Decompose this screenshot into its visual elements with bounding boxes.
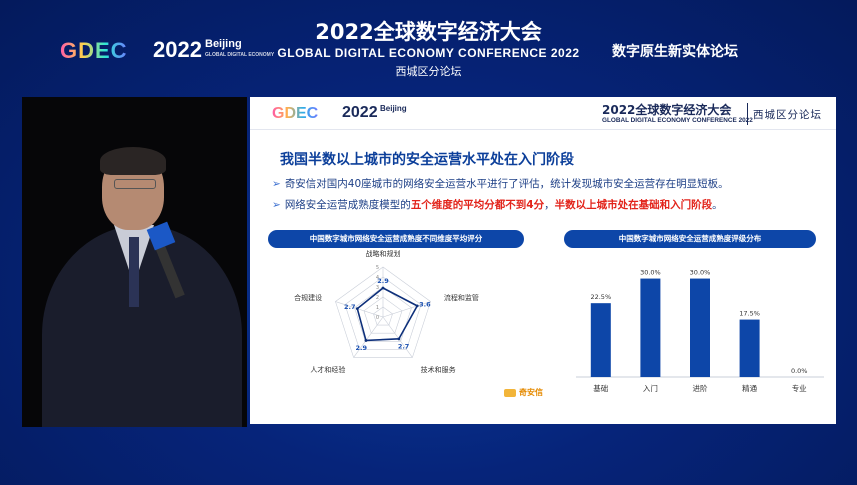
bullet-item: ➢ 奇安信对国内40座城市的网络安全运营水平进行了评估，统计发现城市安全运营存在明…: [272, 176, 729, 191]
bar: [640, 278, 661, 377]
bullet-highlight: 半数以上城市处在基础和入门阶段: [554, 199, 713, 211]
radar-point: [381, 286, 385, 290]
slide-year-logo: 2022 Beijing: [342, 104, 407, 122]
radar-grid-ring: [363, 296, 403, 334]
radar-scale-tick: 3: [376, 285, 379, 291]
bar-category-label: 入门: [643, 384, 658, 393]
slide-header-divider: [747, 103, 748, 125]
forum-title: 数字原生新实体论坛: [612, 44, 738, 60]
year-logo-sub: GLOBAL DIGITAL ECONOMY: [205, 52, 275, 58]
radar-grid-ring: [335, 266, 431, 358]
radar-spoke: [353, 316, 384, 358]
bullet-text: ，: [544, 199, 555, 211]
bar-value-label: 17.5%: [739, 310, 760, 318]
radar-value-label: 2.9: [355, 344, 367, 352]
conference-subtitle: 西城区分论坛: [395, 65, 462, 78]
bar-category-label: 专业: [792, 383, 808, 393]
qianxin-mark-icon: [504, 388, 516, 397]
bar-value-label: 30.0%: [640, 269, 661, 277]
beijing-2022-logo: 2022 Beijing GLOBAL DIGITAL ECONOMY: [153, 37, 274, 63]
qianxin-logo: 奇安信: [504, 387, 543, 398]
conference-banner: GDEC 2022 Beijing GLOBAL DIGITAL ECONOMY…: [0, 0, 857, 90]
radar-point: [415, 304, 419, 308]
slide-gdec-logo: GDEC: [272, 105, 319, 122]
radar-point: [355, 307, 359, 311]
radar-axis-label: 合规建设: [294, 293, 322, 302]
radar-grid-ring: [373, 306, 393, 326]
bullet-highlight: 五个维度的平均分都不到4分: [410, 199, 545, 211]
slide-conference-title-en: GLOBAL DIGITAL ECONOMY CONFERENCE 2022: [602, 117, 753, 124]
radar-grid-ring: [354, 286, 412, 342]
radar-scale-tick: 1: [376, 305, 379, 311]
bar: [690, 278, 710, 377]
radar-chart: 0 1 2 3 4 5 战略和规划 2.9 流程和监管 3.6 技术和服务 2.7 人才和经验 2.9 合规…: [294, 249, 479, 374]
radar-chart-title: 中国数字城市网络安全运营成熟度不同维度平均评分: [268, 230, 524, 248]
radar-spoke: [335, 301, 384, 318]
bar-value-label: 0.0%: [791, 367, 808, 375]
slide-heading: 我国半数以上城市的安全运营水平处在入门阶段: [280, 152, 574, 168]
radar-value-label: 2.9: [377, 277, 389, 285]
bullet-text: 奇安信对国内40座城市的网络安全运营水平进行了评估，统计发现城市安全运营存在明显…: [284, 178, 729, 190]
bullet-arrow-icon: ➢: [272, 199, 281, 211]
slide-year-text: 2022: [342, 104, 378, 121]
radar-grid-ring: [344, 276, 422, 350]
radar-scale-tick: 2: [376, 295, 379, 301]
slide-header: GDEC 2022 Beijing 2022全球数字经济大会 GLOBAL DI…: [250, 97, 836, 130]
radar-scale-tick: 4: [376, 275, 379, 281]
bar-category-label: 进阶: [693, 383, 708, 393]
bar-chart-title: 中国数字城市网络安全运营成熟度评级分布: [564, 230, 816, 248]
radar-series-polygon: [356, 287, 419, 342]
radar-scale-tick: 0: [376, 315, 379, 321]
presentation-slide: GDEC 2022 Beijing 2022全球数字经济大会 GLOBAL DI…: [250, 97, 836, 424]
conference-title-cn: 2022全球数字经济大会: [315, 20, 542, 44]
bar-value-label: 30.0%: [690, 269, 711, 277]
qianxin-logo-text: 奇安信: [519, 388, 543, 397]
radar-spoke: [382, 301, 431, 318]
radar-scale-tick: 5: [376, 265, 379, 271]
speaker-hair: [100, 147, 166, 175]
bar-category-label: 基础: [593, 383, 608, 393]
speaker-video: [22, 97, 247, 427]
slide-conference-title-cn: 2022全球数字经济大会: [602, 103, 732, 117]
radar-point: [397, 337, 401, 341]
bar-chart: 22.5% 基础 30.0% 入门 30.0% 进阶 17.5% 精通 0.0% 专业: [576, 269, 824, 393]
radar-value-label: 2.7: [398, 342, 410, 350]
speaker-glasses: [114, 179, 156, 189]
slide-year-city: Beijing: [380, 104, 407, 113]
radar-value-label: 2.7: [344, 303, 356, 311]
radar-axis-label: 战略和规划: [366, 249, 401, 258]
speaker-tie: [129, 237, 139, 307]
radar-axis-label: 流程和监管: [444, 293, 479, 302]
bullet-arrow-icon: ➢: [272, 178, 281, 190]
bar-value-label: 22.5%: [590, 293, 611, 301]
gdec-logo: GDEC: [60, 38, 128, 63]
year-logo-text: 2022: [153, 37, 202, 62]
year-logo-city: Beijing: [205, 38, 242, 50]
slide-forum-label: 西城区分论坛: [753, 109, 822, 121]
bullet-item: ➢ 网络安全运营成熟度模型的五个维度的平均分都不到4分，半数以上城市处在基础和入门…: [272, 197, 723, 212]
radar-point: [364, 339, 368, 342]
conference-title-en: GLOBAL DIGITAL ECONOMY CONFERENCE 2022: [277, 46, 580, 60]
radar-spoke: [382, 316, 413, 358]
radar-axis-label: 技术和服务: [421, 365, 456, 374]
bar-category-label: 精通: [742, 383, 758, 393]
bullet-text: 。: [712, 199, 723, 211]
bar: [739, 319, 760, 377]
bullet-text: 网络安全运营成熟度模型的: [284, 199, 411, 211]
radar-axis-label: 人才和经验: [310, 365, 345, 374]
radar-value-label: 3.6: [419, 300, 431, 308]
bar: [590, 303, 611, 377]
